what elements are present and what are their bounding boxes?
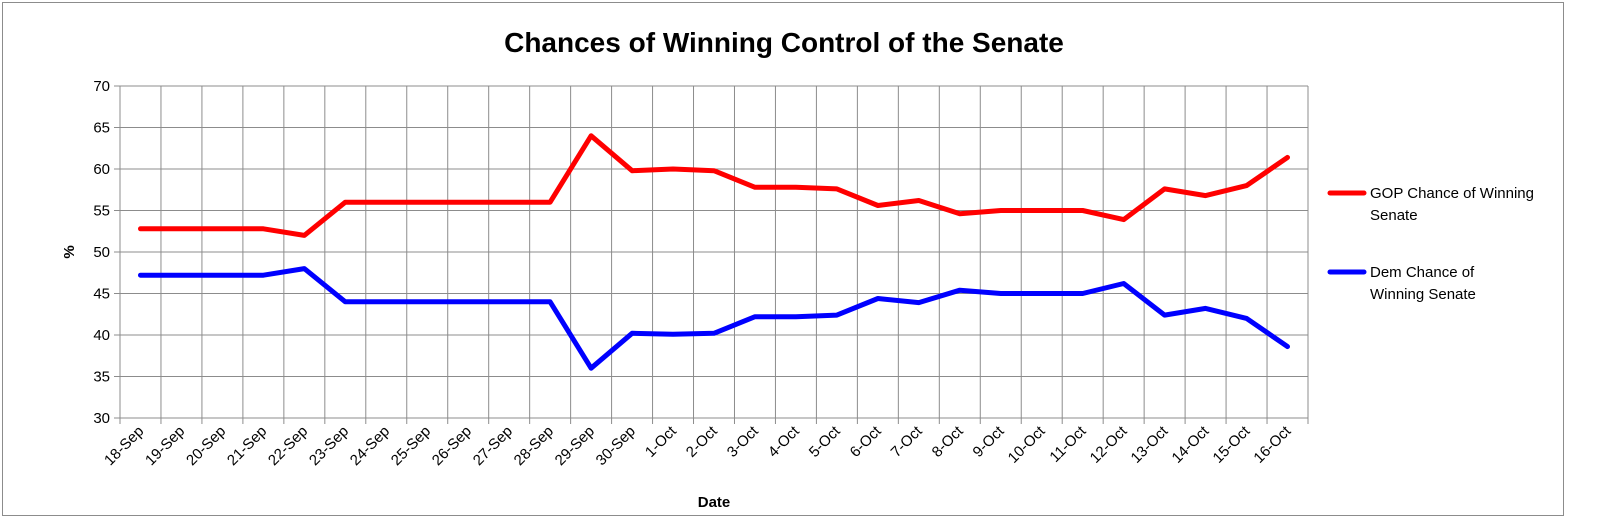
series-line-0 — [138, 133, 1290, 238]
x-tick-label: 15-Oct — [1210, 422, 1254, 466]
gridlines — [114, 85, 1309, 424]
legend-label-0: Senate — [1370, 207, 1418, 224]
y-tick-label: 35 — [93, 369, 110, 386]
x-tick-label: 9-Oct — [970, 422, 1009, 461]
chart-title: Chances of Winning Control of the Senate — [504, 27, 1064, 58]
x-tick-label: 18-Sep — [101, 423, 147, 469]
x-tick-label: 23-Sep — [306, 423, 352, 469]
x-tick-label: 10-Oct — [1005, 422, 1049, 466]
x-tick-label: 29-Sep — [552, 423, 598, 469]
legend: GOP Chance of Winning Senate Dem Chance of… — [1327, 185, 1534, 303]
x-tick-label: 1-Oct — [642, 422, 681, 461]
x-tick-label: 2-Oct — [683, 422, 722, 461]
x-tick-label: 6-Oct — [847, 422, 886, 461]
x-tick-label: 4-Oct — [765, 422, 804, 461]
x-tick-label: 8-Oct — [929, 422, 968, 461]
y-axis-ticks: 30 35 40 45 50 55 60 65 70 — [93, 78, 110, 427]
x-tick-label: 28-Sep — [511, 423, 557, 469]
x-tick-label: 12-Oct — [1087, 422, 1131, 466]
x-tick-label: 20-Sep — [183, 423, 229, 469]
series-lines — [138, 133, 1290, 371]
x-tick-label: 19-Sep — [142, 423, 188, 469]
x-tick-label: 5-Oct — [806, 422, 845, 461]
y-tick-label: 60 — [93, 161, 110, 178]
x-tick-label: 24-Sep — [347, 423, 393, 469]
chart-frame — [2, 2, 1564, 516]
x-tick-label: 13-Oct — [1128, 422, 1172, 466]
y-tick-label: 55 — [93, 203, 110, 220]
y-tick-label: 65 — [93, 120, 110, 137]
y-axis-title: % — [61, 245, 78, 258]
x-tick-label: 22-Sep — [265, 423, 311, 469]
y-tick-label: 40 — [93, 327, 110, 344]
x-tick-label: 7-Oct — [888, 422, 927, 461]
y-tick-label: 70 — [93, 78, 110, 95]
x-axis-title: Date — [698, 494, 731, 511]
y-tick-label: 30 — [93, 410, 110, 427]
legend-label-1: Winning Senate — [1370, 286, 1476, 303]
x-axis-ticks: 18-Sep19-Sep20-Sep21-Sep22-Sep23-Sep24-S… — [101, 422, 1295, 469]
y-tick-label: 50 — [93, 244, 110, 261]
x-tick-label: 3-Oct — [724, 422, 763, 461]
x-tick-label: 30-Sep — [593, 423, 639, 469]
series-line-1 — [138, 266, 1290, 371]
y-tick-label: 45 — [93, 286, 110, 303]
legend-label-1: Dem Chance of — [1370, 264, 1475, 281]
x-tick-label: 25-Sep — [388, 423, 434, 469]
x-tick-label: 16-Oct — [1250, 422, 1294, 466]
x-tick-label: 27-Sep — [470, 423, 516, 469]
x-tick-label: 11-Oct — [1046, 422, 1090, 466]
x-tick-label: 14-Oct — [1169, 422, 1213, 466]
x-tick-label: 21-Sep — [224, 423, 270, 469]
legend-label-0: GOP Chance of Winning — [1370, 185, 1534, 202]
x-tick-label: 26-Sep — [429, 423, 475, 469]
